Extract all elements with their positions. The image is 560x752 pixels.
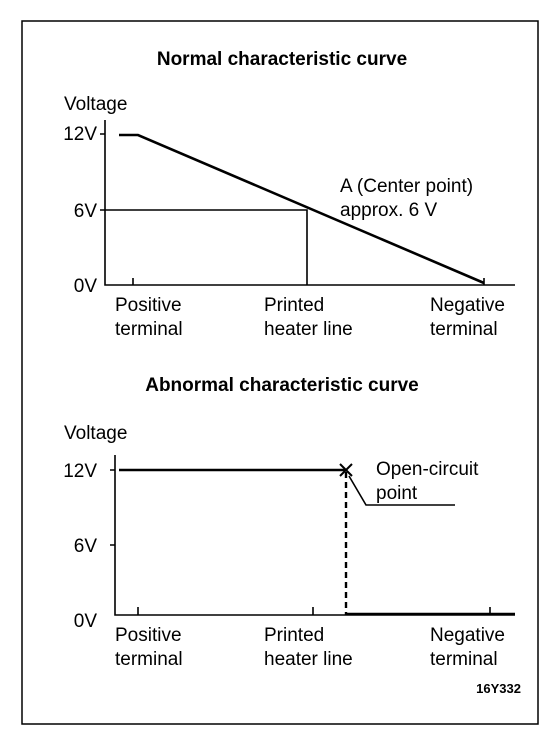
y-tick-label: 6V: [74, 536, 98, 557]
x-label: Printed: [264, 295, 324, 316]
annotation: approx. 6 V: [340, 200, 437, 221]
normal-panel: Normal characteristic curve Voltage 12V …: [63, 49, 515, 340]
open-circuit-marker: [339, 463, 353, 477]
annotation: Open-circuit: [376, 459, 479, 480]
panel-title: Abnormal characteristic curve: [145, 375, 419, 396]
y-tick-label: 0V: [74, 611, 98, 632]
axes: [110, 455, 515, 616]
axes: [100, 120, 515, 286]
x-label: Negative: [430, 295, 505, 316]
x-label: Positive: [115, 295, 182, 316]
abnormal-panel: Abnormal characteristic curve Voltage 12…: [63, 375, 515, 670]
curve: [119, 133, 485, 285]
figure-id: 16Y332: [476, 681, 521, 696]
y-label: Voltage: [64, 423, 127, 444]
leader-line: [348, 475, 455, 506]
x-label: Positive: [115, 625, 182, 646]
y-tick-label: 6V: [74, 201, 98, 222]
x-label: heater line: [264, 319, 353, 340]
frame: [21, 20, 539, 725]
x-label: Printed: [264, 625, 324, 646]
x-label: terminal: [115, 319, 183, 340]
y-tick-label: 12V: [63, 124, 97, 145]
panel-title: Normal characteristic curve: [157, 49, 407, 70]
x-label: terminal: [115, 649, 183, 670]
y-tick-label: 0V: [74, 276, 98, 297]
annotation: point: [376, 483, 418, 504]
x-label: terminal: [430, 319, 498, 340]
center-guide: [105, 209, 308, 285]
x-label: terminal: [430, 649, 498, 670]
x-label: heater line: [264, 649, 353, 670]
x-label: Negative: [430, 625, 505, 646]
y-tick-label: 12V: [63, 461, 97, 482]
y-label: Voltage: [64, 94, 127, 115]
annotation: A (Center point): [340, 176, 473, 197]
